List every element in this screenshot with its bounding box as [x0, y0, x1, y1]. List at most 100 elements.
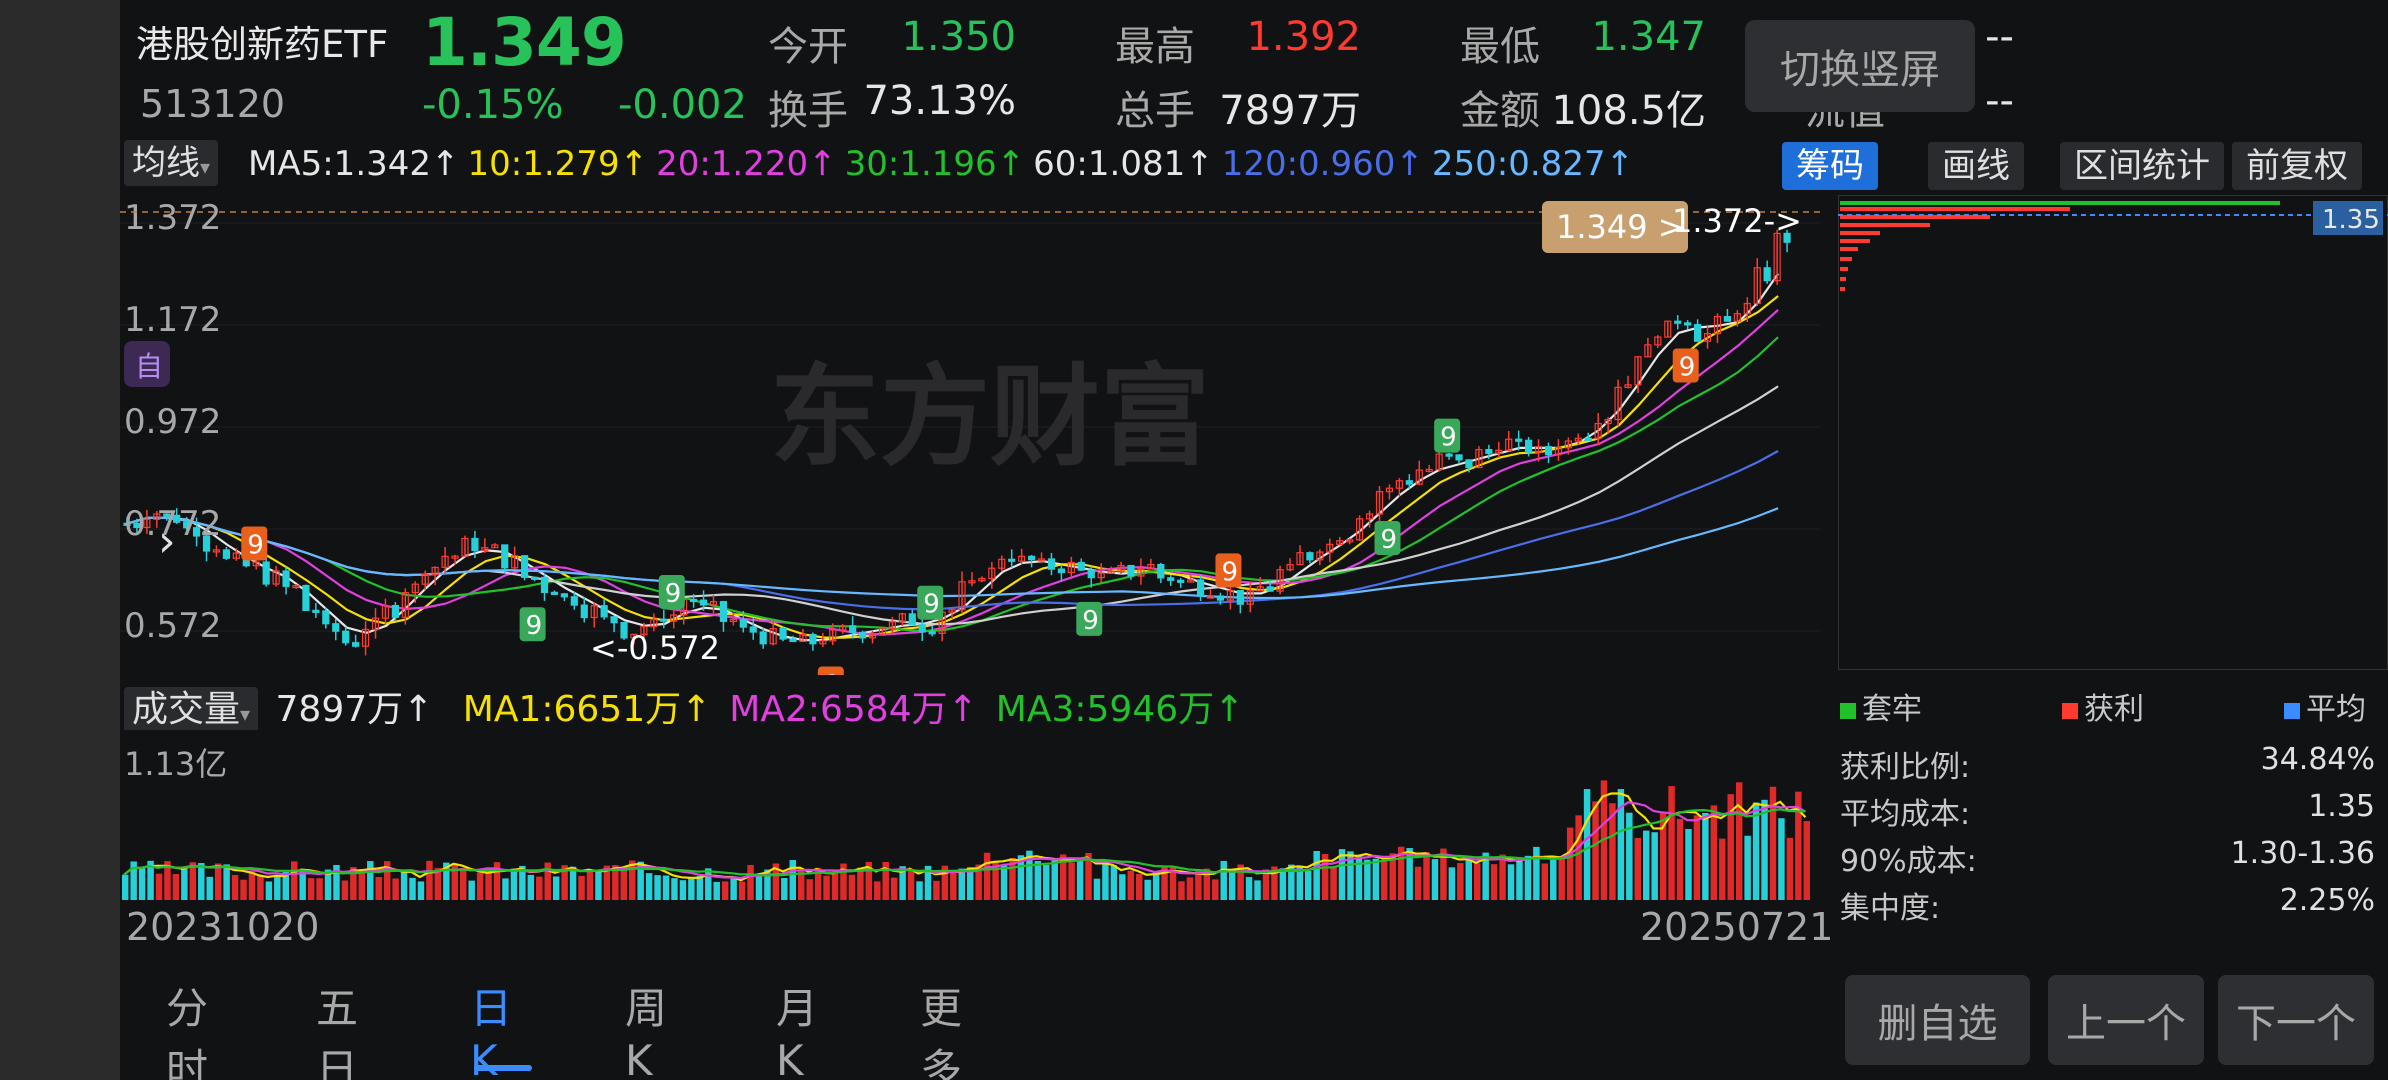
volume-bar	[274, 875, 281, 900]
candle	[1137, 568, 1145, 577]
signal-marker-text: 9	[824, 671, 841, 675]
candle	[1415, 469, 1423, 485]
volume-bar	[1448, 867, 1456, 900]
volume-bar	[527, 874, 535, 900]
candle	[1713, 316, 1722, 335]
volume-selector[interactable]: 成交量▾	[124, 687, 259, 733]
volume-bar	[1566, 827, 1574, 900]
kline-chart[interactable]: 东方财富 9 9 9 9 9 9 9 9 9 9 1.372 1.172 0.972 0.772 0.57…	[120, 195, 1820, 675]
volume-bar	[1397, 846, 1405, 900]
volume-bar	[1372, 858, 1380, 900]
expand-arrow-icon[interactable]: ›	[158, 516, 176, 567]
volume-bar	[755, 874, 763, 900]
candle	[1206, 595, 1215, 599]
volume-bar	[223, 864, 230, 900]
volume-bar	[122, 874, 129, 900]
chips-button[interactable]: 筹码	[1782, 142, 1878, 190]
candle	[1723, 316, 1732, 322]
volume-bar	[789, 860, 796, 900]
signal-marker-text: 9	[1440, 423, 1457, 453]
candle	[342, 630, 350, 644]
tab-4[interactable]: 月K	[776, 984, 819, 1080]
volume-bar	[468, 880, 475, 900]
tab-2[interactable]: 日K	[470, 984, 513, 1080]
signal-marker	[1672, 348, 1699, 383]
candle	[610, 616, 618, 624]
volume-bar	[561, 865, 568, 900]
chip-stat-label: 90%成本:	[1840, 844, 1977, 879]
candle	[839, 625, 847, 631]
candle	[1157, 563, 1165, 579]
volume-bar	[958, 868, 965, 900]
switch-portrait-button[interactable]: 切换竖屏	[1745, 20, 1975, 112]
tab-1[interactable]: 五日	[316, 984, 359, 1080]
volume-bar	[924, 865, 932, 900]
next-stock-button[interactable]: 下一个	[2218, 975, 2374, 1065]
price-axis-label: 1.372	[124, 198, 221, 238]
volume-bar	[713, 881, 720, 900]
chip-price-tag-text: 1.35	[2322, 205, 2380, 235]
signal-marker-text: 9	[247, 530, 264, 560]
signal-marker-text: 9	[923, 590, 940, 620]
volume-bar	[1735, 782, 1743, 900]
range-stats-button[interactable]: 区间统计	[2060, 142, 2224, 190]
chip-bar	[1840, 207, 2070, 211]
chip-bar	[1840, 239, 1870, 243]
volume-bar	[967, 867, 974, 900]
low-tag: <-0.572	[590, 629, 720, 667]
volume-bar	[865, 861, 873, 900]
candle	[958, 581, 966, 611]
adjust-button[interactable]: 前复权	[2232, 142, 2362, 190]
volume-bar	[941, 865, 949, 900]
ma-value: 30:1.196↑	[844, 144, 1026, 184]
chip-bar	[1840, 247, 1858, 251]
volume-bar	[1136, 874, 1143, 900]
volume-bar	[1093, 878, 1101, 900]
volume-bar	[164, 861, 171, 900]
ma-line	[127, 295, 1779, 639]
auto-badge[interactable]	[124, 341, 170, 387]
volume-bar	[1245, 877, 1253, 900]
ma-selector-label: 均线	[132, 143, 200, 183]
volume-bar	[831, 870, 839, 900]
signal-marker-text: 9	[1679, 352, 1696, 382]
chip-bar	[1840, 231, 1880, 235]
signal-marker	[658, 574, 685, 609]
quote-label: 总手	[1115, 88, 1195, 134]
candle	[1077, 561, 1085, 571]
volume-bar	[586, 871, 594, 900]
candle	[1574, 437, 1582, 442]
prev-stock-button[interactable]: 上一个	[2048, 975, 2204, 1065]
volume-ma-value: MA3:5946万↑	[995, 689, 1245, 730]
draw-line-button[interactable]: 画线	[1928, 142, 2024, 190]
quote-value: 108.5亿	[1551, 88, 1706, 134]
tab-0[interactable]: 分时	[166, 984, 209, 1080]
candle	[1733, 313, 1741, 322]
candle	[411, 583, 419, 594]
candle	[212, 549, 221, 553]
candle	[312, 609, 320, 613]
tab-5[interactable]: 更多	[920, 984, 963, 1080]
candle	[1127, 564, 1135, 577]
volume-chart[interactable]: 1.13亿	[120, 730, 1820, 900]
candle	[1296, 552, 1304, 566]
signal-marker	[1434, 418, 1461, 453]
candle	[381, 604, 390, 619]
candles	[123, 229, 1791, 656]
volume-bar	[358, 869, 366, 900]
volume-bar	[848, 874, 856, 900]
volume-bar	[409, 877, 416, 900]
ma-selector[interactable]: 均线▾	[124, 140, 219, 186]
volume-bar	[1009, 858, 1016, 900]
remove-watchlist-button[interactable]: 删自选	[1845, 975, 2030, 1065]
candle	[630, 633, 638, 639]
change-percent: -0.15%	[422, 82, 564, 128]
volume-bar	[645, 873, 653, 900]
volume-bar	[1744, 835, 1751, 900]
dropdown-arrow-icon: ▾	[240, 702, 251, 726]
tab-3[interactable]: 周K	[625, 984, 668, 1080]
candle	[948, 609, 956, 613]
volume-bar	[1305, 871, 1312, 900]
candle	[809, 633, 817, 645]
volume-bar	[519, 865, 526, 900]
